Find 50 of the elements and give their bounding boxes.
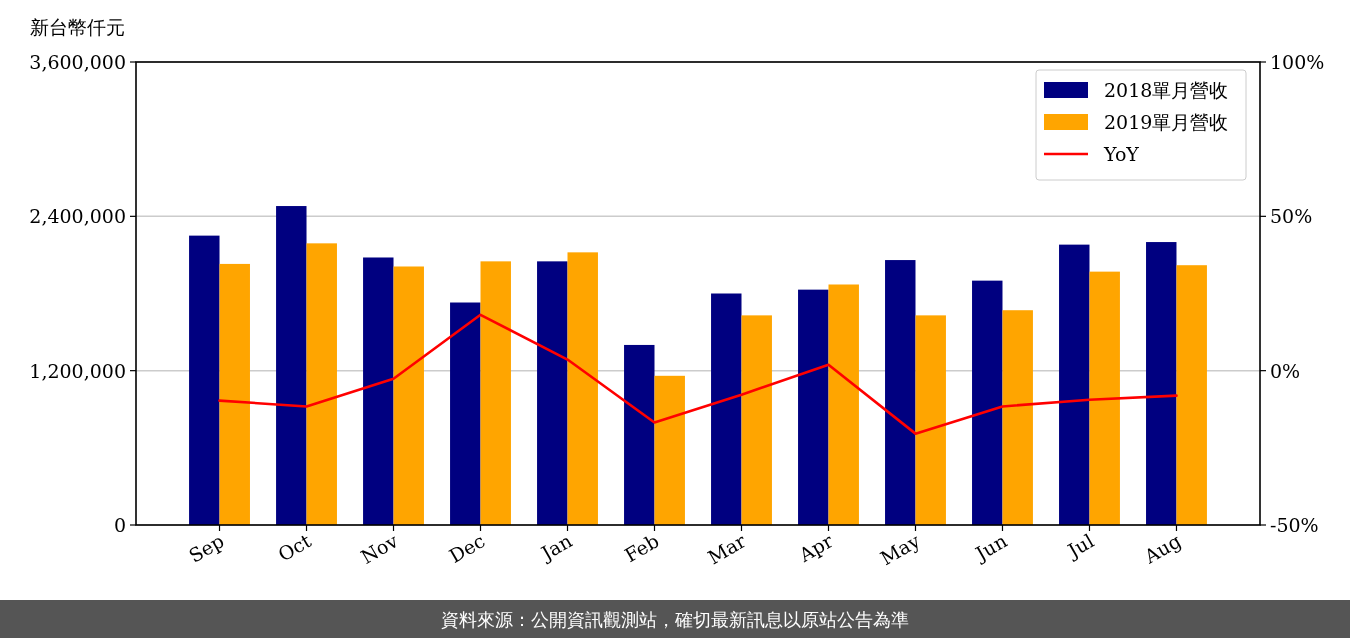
bar — [798, 289, 829, 525]
x-tick-label: Oct — [274, 529, 315, 566]
bar — [189, 235, 220, 525]
bar — [450, 302, 481, 525]
bar — [828, 284, 859, 525]
bar — [885, 260, 916, 525]
bar — [306, 243, 337, 525]
bar — [567, 252, 598, 525]
bar — [480, 261, 511, 525]
bar — [711, 293, 742, 525]
x-tick-label: Sep — [184, 529, 228, 567]
x-tick-label: Apr — [794, 528, 838, 567]
x-tick-label: Jul — [1062, 529, 1098, 563]
legend-label: YoY — [1103, 143, 1140, 165]
y-axis-title: 新台幣仟元 — [30, 16, 125, 38]
bar — [972, 280, 1003, 525]
bar — [1089, 271, 1120, 525]
y-tick-label: 2,400,000 — [29, 205, 126, 228]
bar — [624, 344, 655, 525]
y-tick-label: 1,200,000 — [29, 359, 126, 382]
legend-label: 2019單月營收 — [1104, 111, 1229, 133]
bar — [219, 263, 250, 525]
bar — [393, 266, 424, 525]
x-tick-label: Feb — [620, 529, 663, 567]
bar — [654, 375, 685, 525]
bar — [1176, 265, 1207, 525]
x-tick-label: Dec — [445, 529, 489, 568]
x-tick-label: May — [876, 529, 924, 570]
x-tick-label: Jan — [535, 529, 576, 566]
bar — [1146, 242, 1177, 525]
bar — [1059, 244, 1090, 525]
bar — [363, 257, 394, 525]
source-note: 資料來源：公開資訊觀測站，確切最新訊息以原站公告為準 — [441, 609, 909, 630]
y2-tick-label: 100% — [1270, 51, 1325, 73]
bar — [915, 315, 946, 525]
x-tick-label: Nov — [356, 529, 402, 568]
y-tick-label: 0 — [113, 514, 126, 536]
bar — [276, 206, 307, 525]
bar — [1002, 310, 1033, 525]
y2-tick-label: 0% — [1270, 359, 1301, 382]
x-tick-label: Jun — [969, 529, 1011, 566]
bar — [741, 315, 772, 525]
legend-label: 2018單月營收 — [1104, 79, 1229, 101]
y-tick-label: 3,600,000 — [29, 51, 126, 73]
y2-tick-label: 50% — [1270, 205, 1313, 228]
bar — [537, 261, 568, 525]
y2-tick-label: -50% — [1270, 514, 1319, 536]
x-tick-label: Mar — [703, 528, 751, 569]
line-series — [218, 313, 1178, 435]
x-tick-label: Aug — [1139, 529, 1185, 569]
